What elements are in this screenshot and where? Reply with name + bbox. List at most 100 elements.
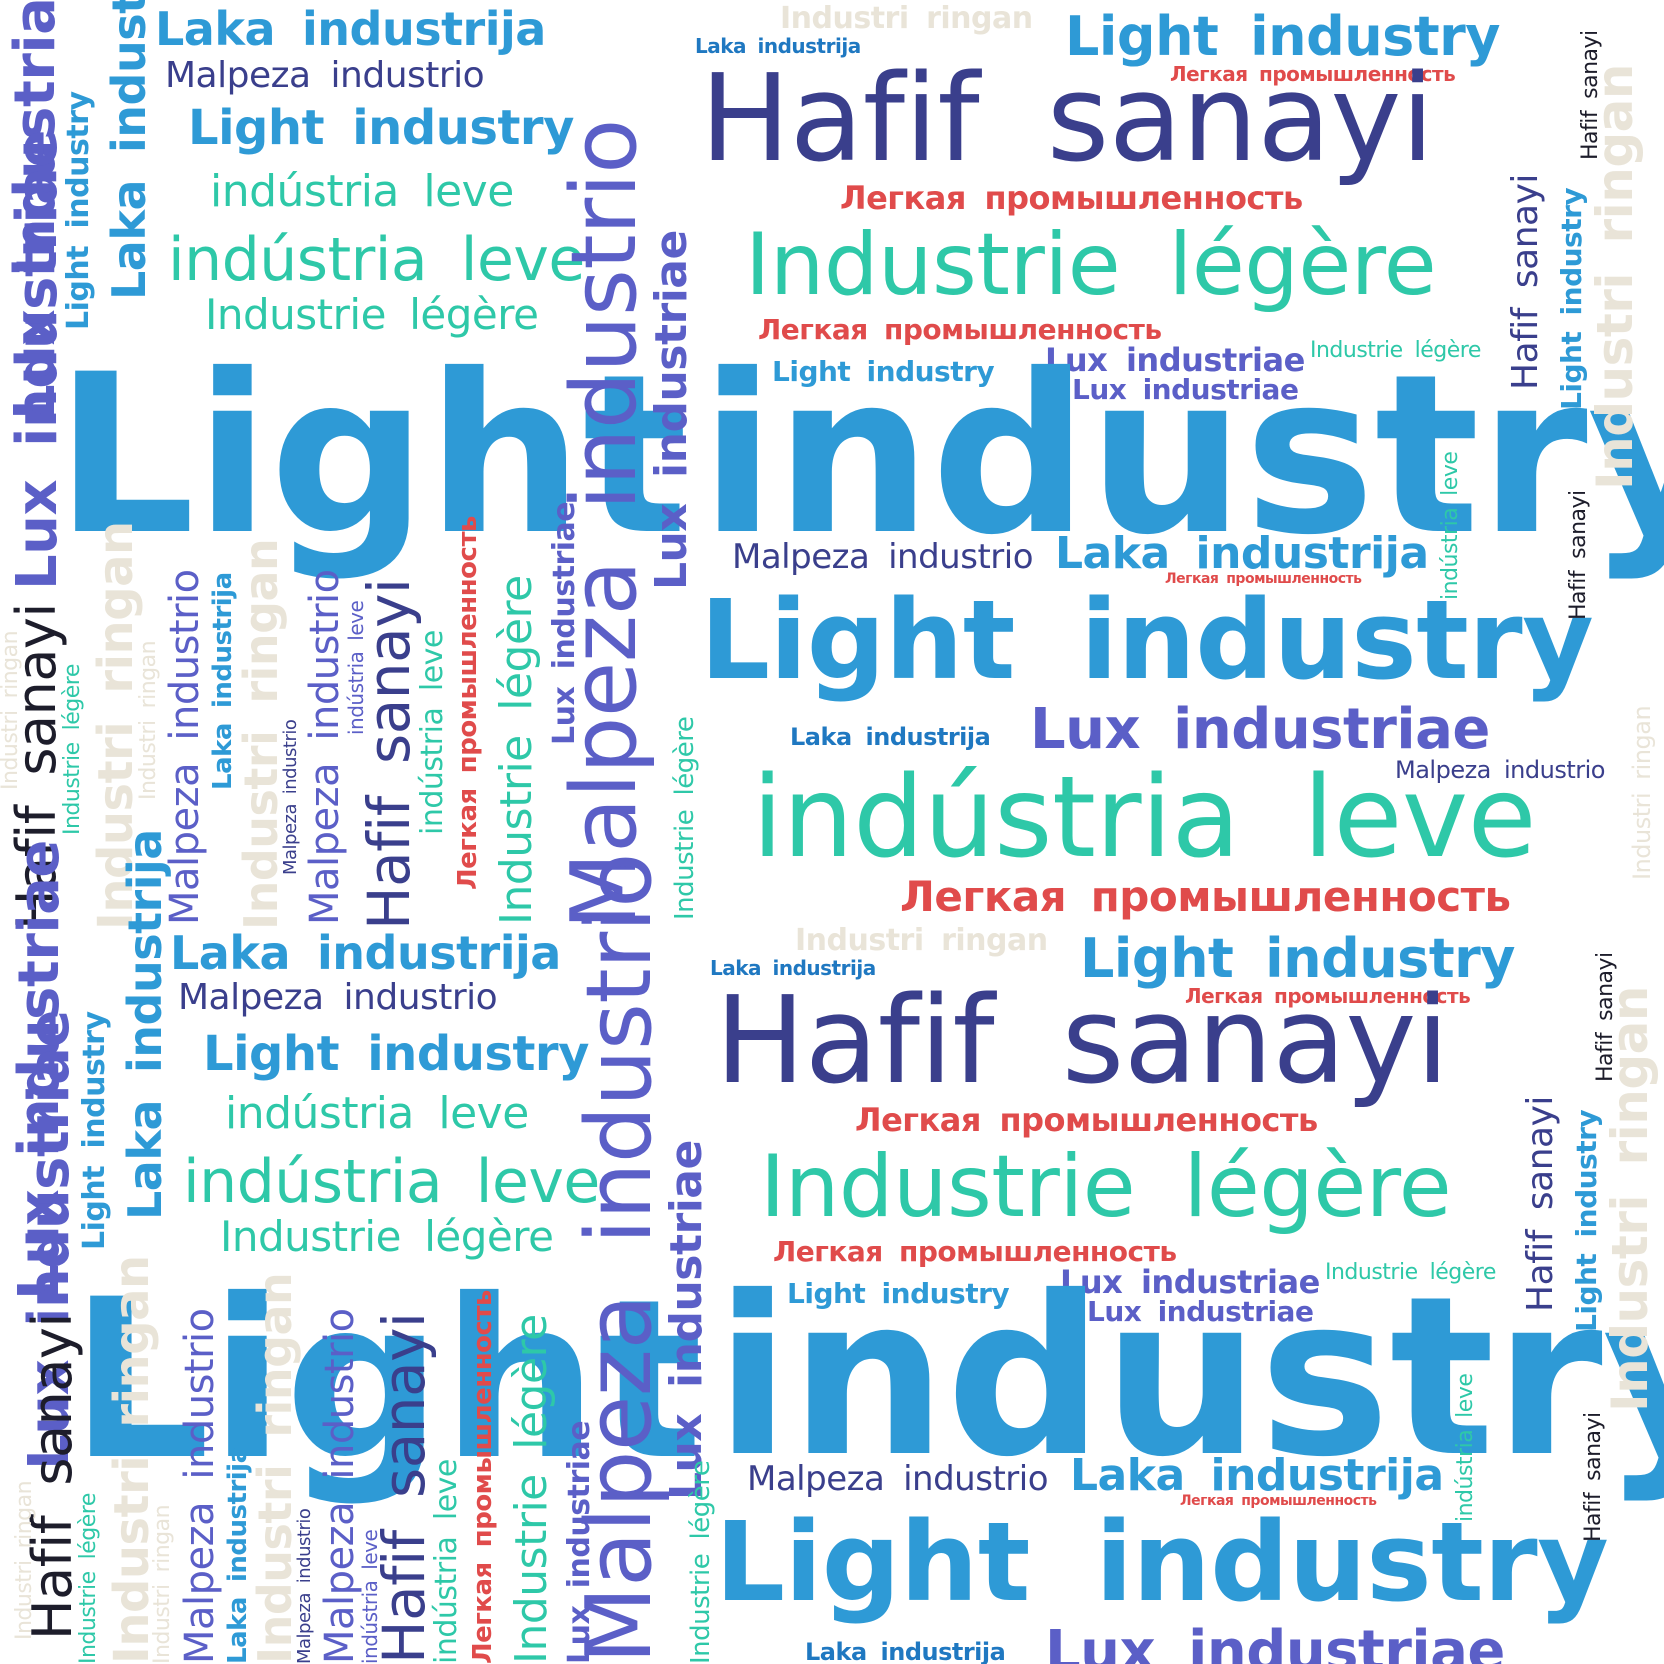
word-industry: industry	[715, 1249, 1664, 1505]
word-industri-ringan: Industri ringan	[248, 1272, 302, 1664]
word-industria-leve: indústria leve	[225, 1088, 529, 1139]
word-legkaya-promyshlennost: Легкая промышленность	[1185, 984, 1471, 1008]
word-industria-leve: indústria leve	[429, 1459, 464, 1664]
word-malpeza-industrio: Malpeza industrio	[552, 119, 657, 930]
word-industrie-legere: Industrie légère	[670, 716, 700, 920]
word-industrie-legere: Industrie légère	[1310, 338, 1481, 363]
word-hafif-sanayi: Hafif sanayi	[355, 578, 423, 930]
word-malpeza-industrio: Malpeza industrio	[165, 55, 485, 96]
word-industrie-legere: Industrie légère	[1325, 1260, 1496, 1285]
word-laka-industrija: Laka industrija	[155, 2, 546, 56]
word-light-industry: Light industry	[700, 576, 1594, 704]
word-malpeza-industrio: Malpeza industrio	[567, 853, 672, 1664]
word-legkaya-promyshlennost: Легкая промышленность	[1165, 571, 1362, 587]
word-hafif-sanayi: Hafif sanayi	[1520, 1096, 1561, 1312]
word-industri-ringan: Industri ringan	[1586, 64, 1644, 490]
word-legkaya-promyshlennost: Легкая промышленность	[758, 313, 1162, 346]
word-industrie-legere: Industrie légère	[205, 290, 539, 339]
word-lux-industriae: Lux industriae	[661, 1140, 712, 1500]
word-light-industry: Light industry	[1570, 1109, 1603, 1332]
word-industri-ringan: Industri ringan	[104, 1255, 160, 1664]
word-malpeza-industrio: Malpeza industrio	[294, 1508, 315, 1664]
word-laka-industrija: Laka industrija	[170, 926, 561, 980]
word-industrie-legere: Industrie légère	[686, 1460, 716, 1664]
word-hafif-sanayi: Hafif sanayi	[715, 972, 1449, 1111]
word-light-industry: Light industry	[1065, 5, 1500, 68]
word-laka-industrija: Laka industrija	[1070, 1450, 1444, 1501]
word-lux-industriae: Lux industriae	[1030, 697, 1490, 762]
word-laka-industrija: Laka industrija	[1055, 528, 1429, 579]
word-malpeza-industrio: Malpeza industrio	[317, 1308, 363, 1664]
word-legkaya-promyshlennost: Легкая промышленность	[468, 1290, 498, 1664]
word-industri-ringan: Industri ringan	[795, 923, 1048, 958]
word-lux-industriae: Lux industriae	[1045, 1619, 1505, 1664]
word-industri-ringan: Industri ringan	[1628, 705, 1656, 880]
word-malpeza-industrio: Malpeza industrio	[302, 569, 348, 925]
word-legkaya-promyshlennost: Легкая промышленность	[840, 179, 1303, 217]
word-light: Light	[55, 327, 688, 583]
word-lux-industriae: Lux industriae	[1045, 341, 1305, 379]
word-industrie-legere: Industrie légère	[745, 215, 1437, 315]
word-light-industry: Light industry	[1080, 927, 1515, 990]
word-light-industry: Light industry	[787, 1277, 1010, 1310]
word-industria-leve: indústria leve	[1438, 451, 1463, 600]
word-industria-leve: indústria leve	[415, 630, 450, 835]
word-industri-ringan: Industri ringan	[0, 630, 23, 790]
word-malpeza-industrio: Malpeza industrio	[747, 1459, 1049, 1499]
word-light-industry: Light industry	[1555, 187, 1588, 410]
word-hafif-sanayi: Hafif sanayi	[1566, 490, 1591, 620]
word-lux-industriae: Lux industriae	[646, 230, 697, 590]
word-hafif-sanayi: Hafif sanayi	[370, 1312, 438, 1664]
word-laka-industrija: Laka industrija	[208, 572, 238, 790]
word-industrie-legere: Industrie légère	[220, 1212, 554, 1261]
word-malpeza-industrio: Malpeza industrio	[732, 537, 1034, 577]
word-industria-leve: indústria leve	[168, 225, 585, 295]
word-legkaya-promyshlennost: Легкая промышленность	[773, 1235, 1177, 1268]
word-lux-industriae: Lux industriae	[1087, 1295, 1314, 1328]
word-light-industry: Light industry	[203, 1026, 589, 1082]
word-malpeza-industrio: Malpeza industrio	[178, 977, 498, 1018]
word-laka-industrija: Laka industrija	[790, 723, 991, 751]
word-hafif-sanayi: Hafif sanayi	[700, 50, 1434, 189]
word-industrie-legere: Industrie légère	[506, 1314, 557, 1664]
word-lux-industriae: Lux industriae	[1072, 373, 1299, 406]
word-industria-leve: indústria leve	[752, 753, 1537, 883]
word-industry: industry	[700, 327, 1664, 583]
word-laka-industrija: Laka industrija	[805, 1638, 1006, 1664]
word-industria-leve: indústria leve	[1453, 1373, 1478, 1522]
word-malpeza-industrio: Malpeza industrio	[280, 719, 301, 875]
word-light-industry: Light industry	[188, 100, 574, 156]
word-light: Light	[70, 1252, 703, 1508]
word-lux-industriae: Lux industriae	[1060, 1263, 1320, 1301]
word-hafif-sanayi: Hafif sanayi	[1581, 1412, 1606, 1542]
word-industrie-legere: Industrie légère	[76, 1493, 101, 1664]
word-light-industry: Light industry	[77, 1011, 112, 1250]
word-industria-leve: indústria leve	[183, 1147, 600, 1217]
word-hafif-sanayi: Hafif sanayi	[1505, 174, 1546, 390]
word-industri-ringan: Industri ringan	[234, 538, 288, 930]
word-lux: Lux industriae	[5, 130, 70, 590]
word-malpeza-industrio: Malpeza industrio	[1395, 756, 1605, 784]
word-industria-leve: indústria leve	[210, 166, 514, 217]
word-legkaya-promyshlennost: Легкая промышленность	[900, 872, 1511, 921]
word-laka-industrija: Laka industrija	[118, 829, 172, 1220]
word-light-industry: Light industry	[715, 1498, 1609, 1626]
word-malpeza-industrio: Malpeza industrio	[177, 1308, 223, 1664]
word-industrie-legere: Industrie légère	[491, 575, 542, 925]
word-light-industry: Light industry	[772, 355, 995, 388]
word-industrie-legere: Industrie légère	[760, 1137, 1452, 1237]
word-legkaya-promyshlennost: Легкая промышленность	[453, 516, 483, 890]
word-legkaya-promyshlennost: Легкая промышленность	[1170, 62, 1456, 86]
word-laka-industrija: Laka industrija	[102, 0, 156, 300]
word-industri-ringan: Industri ringan	[136, 640, 161, 800]
word-industri-ringan: Industri ringan	[150, 1504, 175, 1664]
word-industrie-legere: Industrie légère	[60, 664, 85, 835]
word-laka-industrija: Laka industrija	[695, 34, 861, 58]
word-legkaya-promyshlennost: Легкая промышленность	[1180, 1493, 1377, 1509]
word-industri-ringan: Industri ringan	[1601, 986, 1659, 1412]
word-legkaya-promyshlennost: Легкая промышленность	[855, 1101, 1318, 1139]
word-laka-industrija: Laka industrija	[710, 956, 876, 980]
word-industri-ringan: Industri ringan	[12, 1480, 37, 1640]
word-industri-ringan: Industri ringan	[780, 1, 1033, 36]
